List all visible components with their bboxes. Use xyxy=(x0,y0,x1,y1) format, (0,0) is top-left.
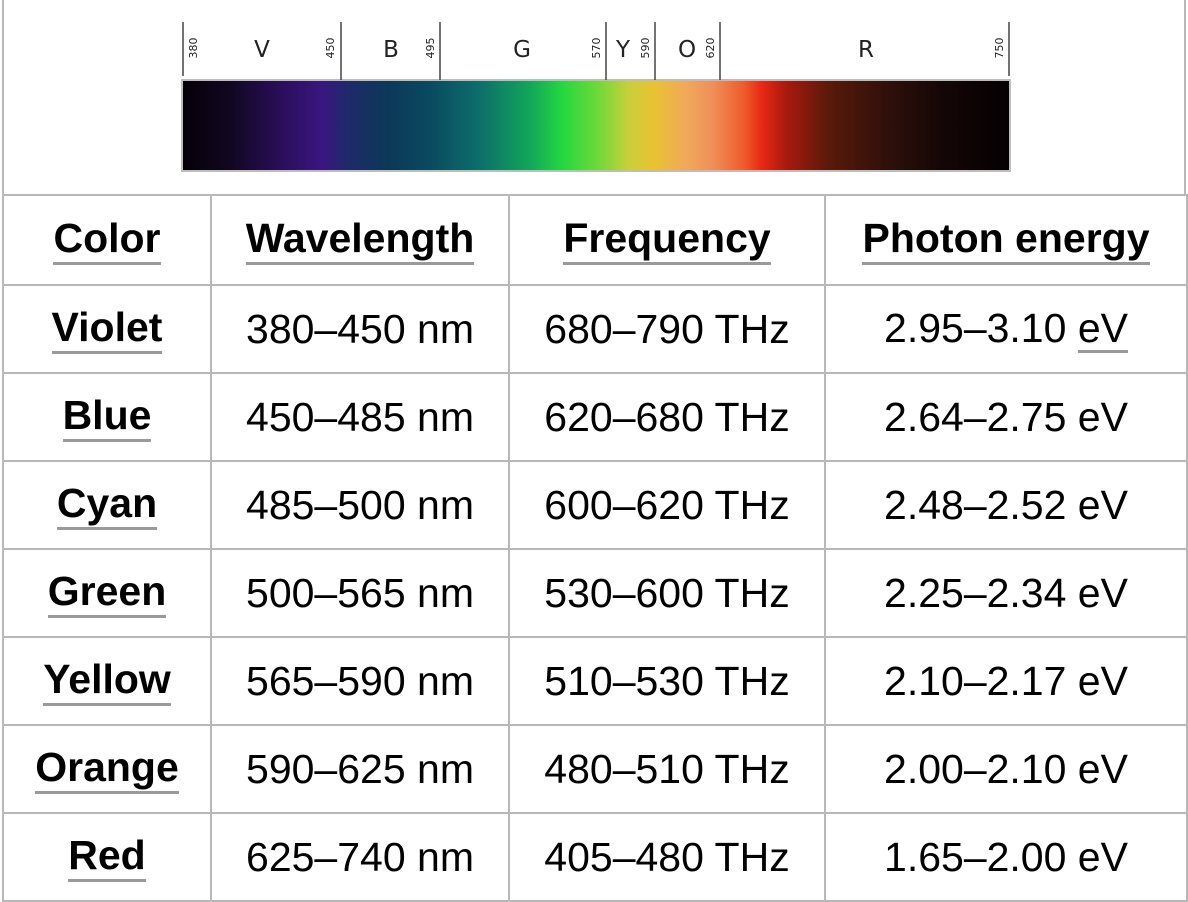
table-header-row: Color Wavelength Frequency Photon energy xyxy=(2,194,1188,286)
frequency-value: 680–790 THz xyxy=(544,305,790,352)
energy-value: 2.48–2.52 eV xyxy=(884,481,1128,528)
energy-value: 1.65–2.00 eV xyxy=(884,833,1128,880)
cell-frequency: 620–680 THz xyxy=(508,372,826,462)
cell-wavelength: 565–590 nm xyxy=(210,636,510,726)
frequency-value: 480–510 THz xyxy=(544,745,790,792)
cell-frequency: 530–600 THz xyxy=(508,548,826,638)
cell-energy: 2.00–2.10 eV xyxy=(824,724,1188,814)
cell-color: Yellow xyxy=(2,636,212,726)
band-letter-blue: B xyxy=(383,37,399,63)
spectrum-ticks xyxy=(182,22,1010,80)
frequency-value: 620–680 THz xyxy=(544,393,790,440)
energy-value: 2.00–2.10 eV xyxy=(884,745,1128,792)
wavelength-value: 590–625 nm xyxy=(246,745,474,792)
cell-energy: 2.95–3.10 eV xyxy=(824,284,1188,374)
cell-energy: 1.65–2.00 eV xyxy=(824,812,1188,902)
tick-label-590: 590 xyxy=(639,38,652,59)
energy-value: 2.25–2.34 eV xyxy=(884,569,1128,616)
cell-color: Green xyxy=(2,548,212,638)
table-row-yellow: Yellow 565–590 nm 510–530 THz 2.10–2.17 … xyxy=(2,636,1188,726)
wavelength-value: 565–590 nm xyxy=(246,657,474,704)
frequency-value: 405–480 THz xyxy=(544,833,790,880)
table-row-blue: Blue 450–485 nm 620–680 THz 2.64–2.75 eV xyxy=(2,372,1188,462)
cell-frequency: 405–480 THz xyxy=(508,812,826,902)
cell-frequency: 680–790 THz xyxy=(508,284,826,374)
band-letter-red: R xyxy=(858,37,874,63)
cell-wavelength: 625–740 nm xyxy=(210,812,510,902)
tick-label-450: 450 xyxy=(324,38,337,59)
cell-wavelength: 380–450 nm xyxy=(210,284,510,374)
table-row-orange: Orange 590–625 nm 480–510 THz 2.00–2.10 … xyxy=(2,724,1188,814)
frequency-value: 510–530 THz xyxy=(544,657,790,704)
wavelength-value: 500–565 nm xyxy=(246,569,474,616)
table-row-red: Red 625–740 nm 405–480 THz 1.65–2.00 eV xyxy=(2,812,1188,902)
ev-unit-link[interactable]: eV xyxy=(1077,306,1128,354)
band-letter-violet: V xyxy=(254,37,270,63)
tick-label-750: 750 xyxy=(993,38,1006,59)
cell-energy: 2.25–2.34 eV xyxy=(824,548,1188,638)
tick-label-620: 620 xyxy=(704,38,717,59)
cell-color: Violet xyxy=(2,284,212,374)
cell-wavelength: 590–625 nm xyxy=(210,724,510,814)
cell-wavelength: 500–565 nm xyxy=(210,548,510,638)
frequency-value: 600–620 THz xyxy=(544,481,790,528)
color-link-orange[interactable]: Orange xyxy=(35,746,179,794)
table-row-cyan: Cyan 485–500 nm 600–620 THz 2.48–2.52 eV xyxy=(2,460,1188,550)
cell-energy: 2.10–2.17 eV xyxy=(824,636,1188,726)
header-wavelength: Wavelength xyxy=(210,194,510,286)
table-row-violet: Violet 380–450 nm 680–790 THz 2.95–3.10 … xyxy=(2,284,1188,374)
cell-color: Orange xyxy=(2,724,212,814)
color-link-cyan[interactable]: Cyan xyxy=(56,482,158,530)
cell-wavelength: 485–500 nm xyxy=(210,460,510,550)
band-letter-orange: O xyxy=(678,37,696,63)
color-link-green[interactable]: Green xyxy=(47,570,167,618)
energy-value: 2.95–3.10 xyxy=(884,304,1067,351)
wavelength-value: 485–500 nm xyxy=(246,481,474,528)
spectrum-figure: 380 450 495 570 590 620 750 V B G Y O R xyxy=(181,22,1011,172)
header-color-link[interactable]: Color xyxy=(53,217,161,265)
cell-frequency: 510–530 THz xyxy=(508,636,826,726)
cell-energy: 2.48–2.52 eV xyxy=(824,460,1188,550)
tick-label-495: 495 xyxy=(424,38,437,59)
color-link-red[interactable]: Red xyxy=(68,834,146,882)
cell-energy: 2.64–2.75 eV xyxy=(824,372,1188,462)
color-link-violet[interactable]: Violet xyxy=(51,306,163,354)
energy-value: 2.10–2.17 eV xyxy=(884,657,1128,704)
tick-label-380: 380 xyxy=(187,38,200,59)
cell-color: Red xyxy=(2,812,212,902)
band-letter-yellow: Y xyxy=(615,37,631,63)
cell-color: Blue xyxy=(2,372,212,462)
header-color: Color xyxy=(2,194,212,286)
header-wavelength-link[interactable]: Wavelength xyxy=(245,217,475,265)
spectrum-bar xyxy=(181,79,1011,172)
color-link-blue[interactable]: Blue xyxy=(62,394,152,442)
cell-frequency: 480–510 THz xyxy=(508,724,826,814)
header-photon-energy-link[interactable]: Photon energy xyxy=(862,217,1150,265)
cell-wavelength: 450–485 nm xyxy=(210,372,510,462)
energy-value: 2.64–2.75 eV xyxy=(884,393,1128,440)
band-letter-green: G xyxy=(513,37,531,63)
wavelength-value: 625–740 nm xyxy=(246,833,474,880)
header-frequency-link[interactable]: Frequency xyxy=(563,217,771,265)
cell-frequency: 600–620 THz xyxy=(508,460,826,550)
spectrum-header-cell: 380 450 495 570 590 620 750 V B G Y O R xyxy=(2,0,1186,194)
frequency-value: 530–600 THz xyxy=(544,569,790,616)
color-properties-table: Color Wavelength Frequency Photon energy… xyxy=(2,194,1188,902)
wavelength-value: 450–485 nm xyxy=(246,393,474,440)
table-row-green: Green 500–565 nm 530–600 THz 2.25–2.34 e… xyxy=(2,548,1188,638)
color-link-yellow[interactable]: Yellow xyxy=(43,658,171,706)
header-frequency: Frequency xyxy=(508,194,826,286)
header-photon-energy: Photon energy xyxy=(824,194,1188,286)
cell-color: Cyan xyxy=(2,460,212,550)
wavelength-value: 380–450 nm xyxy=(246,305,474,352)
tick-label-570: 570 xyxy=(590,38,603,59)
